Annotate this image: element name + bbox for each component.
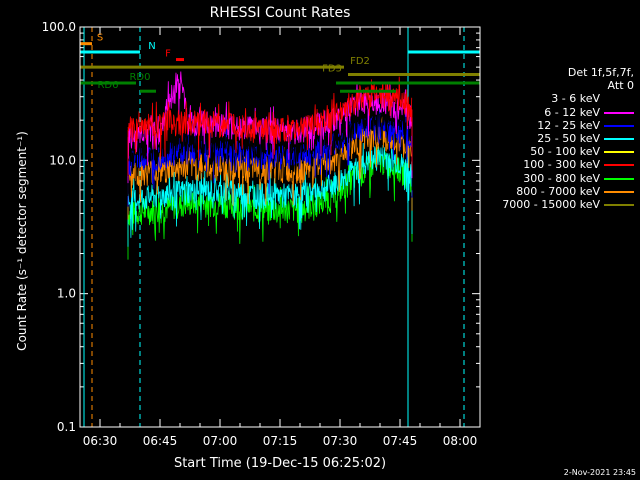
x-tick-label: 07:00 [203, 434, 238, 448]
chart-title: RHESSI Count Rates [210, 5, 351, 21]
legend-item: 7000 - 15000 keV [486, 198, 636, 211]
state-bar-label: RD0 [129, 72, 150, 83]
x-tick-label: 06:30 [83, 434, 118, 448]
legend-item: 800 - 7000 keV [486, 185, 636, 198]
legend-swatch [604, 190, 634, 193]
legend: Det 1f,5f,7f, Att 0 3 - 6 keV 6 - 12 keV 1… [486, 66, 636, 211]
legend-label: 25 - 50 keV [537, 131, 600, 145]
legend-label: 50 - 100 keV [530, 145, 600, 159]
series-line-6-12-kev [127, 71, 413, 166]
legend-swatch [604, 203, 634, 206]
legend-swatch [604, 177, 634, 180]
state-bar-label: FD2 [350, 56, 370, 67]
x-axis-label: Start Time (19-Dec-15 06:25:02) [174, 456, 386, 471]
state-bar-label: RD6 [97, 80, 118, 91]
state-bar-label: N [148, 41, 155, 52]
series-line-800-7000-kev [127, 116, 413, 206]
legend-item: 300 - 800 keV [486, 172, 636, 185]
legend-label: 6 - 12 keV [544, 105, 600, 119]
y-tick-label: 0.1 [57, 420, 76, 434]
series-line-25-50-kev [127, 142, 413, 238]
state-bar-label: F [165, 49, 171, 60]
legend-item: 3 - 6 keV [486, 92, 636, 105]
legend-swatch [604, 124, 634, 127]
y-tick-label: 10.0 [49, 153, 76, 167]
legend-swatch [604, 137, 634, 140]
y-axis-label: Count Rate (s⁻¹ detector segment⁻¹) [15, 131, 29, 351]
legend-item: 6 - 12 keV [486, 106, 636, 119]
y-tick-label: 1.0 [57, 287, 76, 301]
legend-swatch [604, 111, 634, 114]
legend-label: 3 - 6 keV [551, 92, 600, 106]
series-line-3-6-kev [127, 96, 413, 185]
legend-swatch [604, 98, 634, 101]
legend-item: 12 - 25 keV [486, 119, 636, 132]
legend-item: 50 - 100 keV [486, 145, 636, 158]
legend-label: 100 - 300 keV [523, 158, 600, 172]
state-bar-label: S [97, 33, 103, 44]
legend-item: 25 - 50 keV [486, 132, 636, 145]
legend-label: 7000 - 15000 keV [502, 197, 600, 211]
legend-label: 300 - 800 keV [523, 171, 600, 185]
legend-swatch [604, 151, 634, 154]
x-tick-label: 07:45 [383, 434, 418, 448]
plot-frame [79, 26, 481, 428]
x-tick-label: 07:15 [263, 434, 298, 448]
legend-swatch [604, 164, 634, 167]
x-tick-label: 07:30 [323, 434, 358, 448]
legend-label: 12 - 25 keV [537, 118, 600, 132]
x-tick-label: 08:00 [443, 434, 478, 448]
x-tick-label: 06:45 [143, 434, 178, 448]
y-tick-label: 100.0 [42, 20, 76, 34]
state-bar-label: FD3 [322, 64, 342, 75]
legend-attenuator-header: Att 0 [607, 79, 634, 93]
legend-item: 100 - 300 keV [486, 158, 636, 171]
legend-detector-header: Det 1f,5f,7f, [567, 66, 634, 79]
legend-label: 800 - 7000 keV [516, 184, 600, 198]
generation-timestamp: 2-Nov-2021 23:45 [563, 468, 636, 477]
